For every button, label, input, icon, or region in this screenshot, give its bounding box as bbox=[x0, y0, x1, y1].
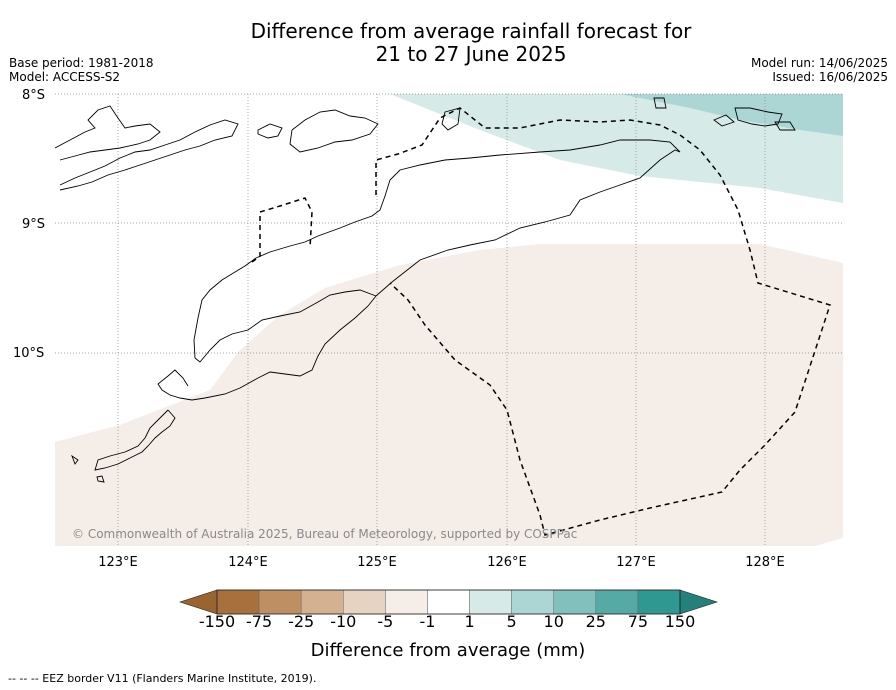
eez-border bbox=[251, 107, 831, 536]
issued-text: Issued: 16/06/2025 bbox=[772, 70, 888, 84]
colorbar-tick-label: -150 bbox=[198, 612, 236, 631]
coastline-ndao bbox=[71, 454, 79, 465]
colorbar-bin bbox=[300, 589, 344, 615]
lon-label-124e: 124°E bbox=[228, 555, 268, 570]
colorbar-bin bbox=[258, 589, 302, 615]
colorbar-bin bbox=[427, 589, 470, 615]
lat-label-10s: 10°S bbox=[13, 346, 44, 361]
meta-right: Model run: 14/06/2025 Issued: 16/06/2025 bbox=[751, 56, 888, 84]
colorbar-bin bbox=[553, 589, 597, 615]
coastline-timor bbox=[193, 139, 681, 363]
model-text: Model: ACCESS-S2 bbox=[9, 70, 121, 84]
coastline-timor-southwest bbox=[157, 295, 377, 401]
eez-border-oecusse bbox=[251, 197, 313, 263]
graticule bbox=[55, 93, 843, 546]
colorbar-tick-label: 25 bbox=[585, 612, 606, 631]
colorbar-tick-label: -1 bbox=[419, 612, 436, 631]
eez-border-timor-leste-east bbox=[375, 107, 831, 536]
coastline-moa bbox=[774, 121, 796, 131]
title-line-1: Difference from average rainfall forecas… bbox=[250, 19, 692, 43]
colorbar-tick-label: 75 bbox=[627, 612, 649, 631]
wetter-region-north bbox=[390, 94, 843, 203]
coastline-kisar bbox=[713, 114, 735, 127]
model-run-text: Model run: 14/06/2025 bbox=[750, 56, 888, 70]
eez-footnote: -- -- -- EEZ border V11 (Flanders Marine… bbox=[8, 672, 317, 685]
lon-label-127e: 127°E bbox=[616, 555, 656, 570]
colorbar-tick-label: 5 bbox=[506, 612, 517, 631]
base-period-text: Base period: 1981-2018 bbox=[9, 56, 154, 70]
chart-title: Difference from average rainfall forecas… bbox=[0, 20, 896, 66]
lat-label-8s: 8°S bbox=[22, 88, 45, 103]
colorbar-bin bbox=[343, 589, 386, 615]
colorbar-under-arrow bbox=[179, 589, 218, 615]
lat-label-9s: 9°S bbox=[22, 217, 45, 232]
lon-label-125e: 125°E bbox=[357, 555, 397, 570]
colorbar-tick-label: -10 bbox=[330, 612, 357, 631]
colorbar-tick-label: 150 bbox=[664, 612, 696, 631]
lon-label-123e: 123°E bbox=[98, 555, 138, 570]
colorbar-bin bbox=[469, 589, 512, 615]
drier-region-south bbox=[55, 244, 843, 546]
colorbar-tick-label: -25 bbox=[288, 612, 315, 631]
colorbar bbox=[179, 589, 718, 615]
coastline-romang bbox=[653, 97, 667, 109]
lon-label-126e: 126°E bbox=[487, 555, 527, 570]
colorbar-bin bbox=[511, 589, 554, 615]
coastline-flores-east bbox=[54, 105, 161, 161]
colorbar-over-arrow bbox=[679, 589, 718, 615]
colorbar-tick-label: 10 bbox=[543, 612, 564, 631]
wetter-region-northeast bbox=[620, 94, 843, 136]
coastline-pantar bbox=[257, 123, 283, 139]
coastline-leti bbox=[734, 107, 783, 127]
colorbar-title: Difference from average (mm) bbox=[310, 640, 586, 661]
coastline-small-isle bbox=[96, 475, 105, 483]
meta-left: Base period: 1981-2018 Model: ACCESS-S2 bbox=[9, 56, 154, 84]
colorbar-bin bbox=[595, 589, 639, 615]
colorbar-bin bbox=[216, 589, 260, 615]
colorbar-frame bbox=[216, 589, 681, 615]
colorbar-bin bbox=[637, 589, 681, 615]
title-line-2: 21 to 27 June 2025 bbox=[375, 42, 567, 66]
colorbar-tick-label: -75 bbox=[246, 612, 273, 631]
colorbar-tick-label: -5 bbox=[377, 612, 394, 631]
coastline-alor bbox=[59, 119, 239, 191]
copyright-text: © Commonwealth of Australia 2025, Bureau… bbox=[72, 527, 577, 541]
coastline-wetar bbox=[289, 109, 379, 153]
coastline-rote bbox=[94, 409, 176, 471]
colorbar-tick-label: 1 bbox=[464, 612, 475, 631]
lon-label-128e: 128°E bbox=[745, 555, 785, 570]
colorbar-bin bbox=[385, 589, 428, 615]
